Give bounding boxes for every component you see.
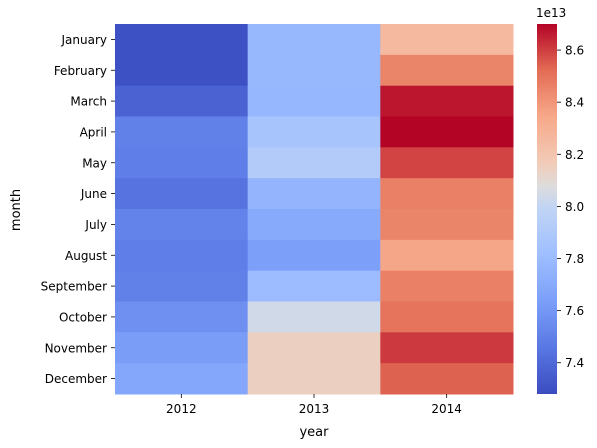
y-tick-label: November	[45, 341, 107, 355]
heatmap-cell	[247, 239, 381, 272]
heatmap-cell	[247, 54, 381, 87]
colorbar-tick-label: 7.6	[565, 304, 584, 318]
heatmap-cell	[380, 209, 514, 241]
heatmap-cell	[115, 178, 249, 210]
y-tick-label: April	[80, 125, 107, 139]
x-tick-label: 2012	[166, 402, 197, 416]
heatmap-cell	[115, 332, 249, 364]
y-tick-label: May	[82, 156, 107, 170]
colorbar-tick-label: 8.0	[565, 200, 584, 214]
heatmap-cell	[380, 363, 514, 395]
colorbar-ticks: 7.4 7.6 7.8 8.0 8.2 8.4 8.6	[557, 44, 584, 370]
heatmap-cell	[115, 85, 249, 117]
heatmap-cell	[380, 270, 514, 302]
y-tick-label: July	[84, 218, 107, 232]
colorbar-tick-label: 7.8	[565, 252, 584, 266]
y-tick-label: October	[59, 310, 107, 324]
x-tick-label: 2014	[431, 402, 462, 416]
colorbar-multiplier: 1e13	[536, 6, 566, 20]
y-axis: January February March April May June July Augu…	[41, 33, 115, 386]
heatmap-cell	[115, 147, 249, 179]
heatmap-cell	[247, 178, 381, 210]
heatmap-cell	[247, 332, 381, 364]
heatmap-cell	[380, 239, 514, 272]
heatmap-cell	[247, 301, 381, 333]
heatmap-cell	[115, 54, 249, 87]
colorbar-tick-label: 8.4	[565, 96, 584, 110]
heatmap-cell	[115, 270, 249, 302]
heatmap-cell	[247, 147, 381, 179]
heatmap-cells	[115, 24, 514, 395]
y-tick-label: June	[80, 187, 107, 201]
y-tick-label: September	[41, 280, 107, 294]
heatmap-cell	[247, 24, 381, 56]
heatmap-cell	[115, 363, 249, 395]
colorbar-tick-label: 8.2	[565, 148, 584, 162]
heatmap-cell	[380, 24, 514, 56]
y-tick-label: January	[61, 33, 108, 47]
heatmap-cell	[247, 85, 381, 117]
heatmap-cell	[247, 209, 381, 241]
heatmap-cell	[115, 301, 249, 333]
y-tick-label: December	[45, 372, 107, 386]
heatmap-cell	[380, 178, 514, 210]
heatmap-cell	[380, 116, 514, 148]
colorbar	[537, 24, 557, 394]
x-tick-label: 2013	[299, 402, 330, 416]
heatmap-cell	[380, 301, 514, 333]
y-tick-label: March	[70, 95, 107, 109]
heatmap-cell	[115, 239, 249, 272]
y-tick-label: August	[65, 249, 107, 263]
heatmap-cell	[115, 24, 249, 56]
colorbar-tick-label: 8.6	[565, 44, 584, 58]
heatmap-cell	[247, 116, 381, 148]
heatmap-cell	[380, 54, 514, 87]
heatmap-cell	[115, 209, 249, 241]
heatmap-cell	[380, 147, 514, 179]
heatmap-cell	[380, 332, 514, 364]
heatmap-cell	[247, 363, 381, 395]
x-axis-label: year	[299, 425, 329, 440]
y-tick-label: February	[54, 64, 107, 78]
heatmap-cell	[115, 116, 249, 148]
heatmap-cell	[247, 270, 381, 302]
colorbar-tick-label: 7.4	[565, 356, 584, 370]
heatmap-cell	[380, 85, 514, 117]
x-axis: 2012 2013 2014	[166, 394, 462, 416]
y-axis-label: month	[9, 189, 24, 231]
